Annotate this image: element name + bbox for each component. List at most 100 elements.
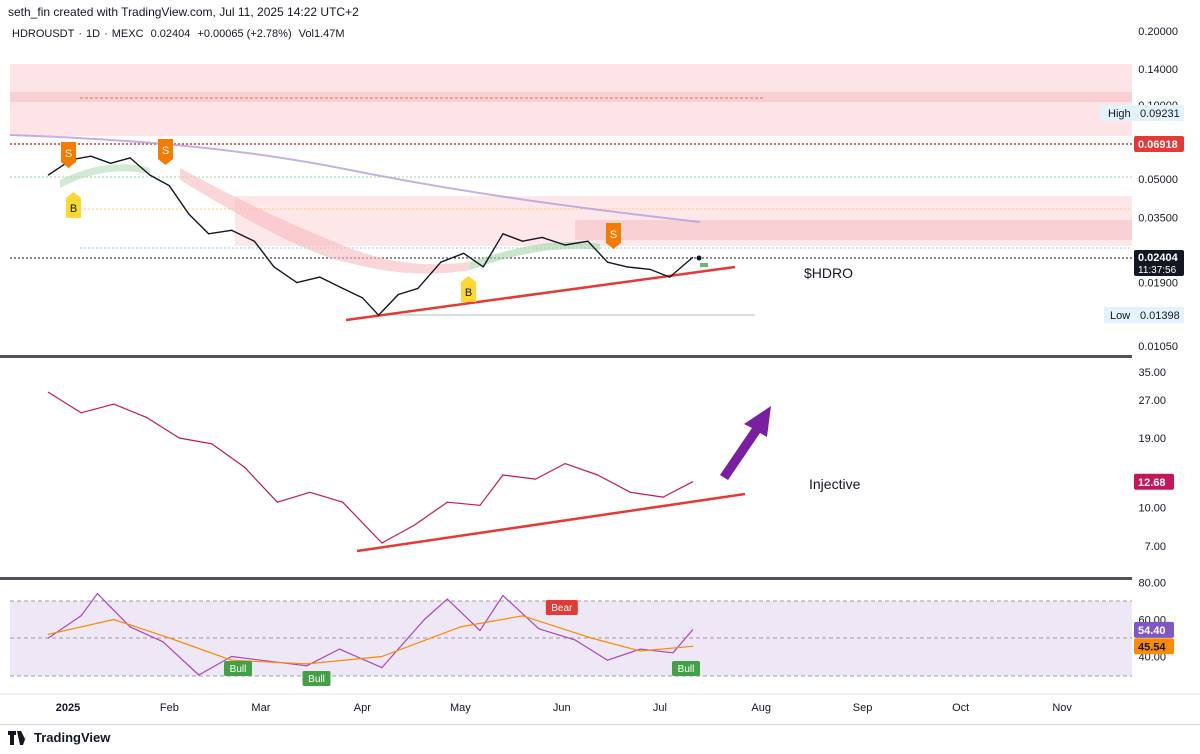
injective-point-19 — [662, 496, 664, 498]
rsi-signal-label-0: Bull — [230, 664, 247, 675]
injective-last-tag-box — [1134, 473, 1174, 490]
rsi-point-2 — [96, 593, 98, 595]
price-point-13 — [319, 276, 321, 278]
rsi-signal-label-1: Bull — [308, 674, 325, 685]
rsi-signal-bear-2: Bear — [545, 600, 578, 615]
injective-series — [47, 391, 694, 544]
rsi-point-10 — [381, 667, 383, 669]
price-point-29 — [649, 268, 651, 270]
rsi-signal-label-2: Bear — [551, 603, 573, 614]
tradingview-logo[interactable]: TradingView — [8, 725, 110, 751]
x-tick-4: May — [450, 702, 471, 714]
rsi-last-tag-box — [1134, 621, 1174, 638]
rsi-point-19 — [672, 652, 674, 654]
rsi-point-20 — [692, 629, 694, 631]
rsi-signal-bull-3: Bull — [672, 661, 700, 676]
rsi-signal-bull-1: Bull — [302, 671, 331, 686]
symbol-name[interactable]: HDROUSDT — [12, 28, 75, 40]
low-label-name: Low — [1110, 310, 1130, 322]
sma-line — [9, 134, 701, 223]
x-axis[interactable]: 2025 Feb Mar Apr May Jun Jul Aug Sep Oct Nov — [0, 693, 1200, 714]
rsi-signals: Bull Bull Bear Bull — [224, 600, 700, 686]
sell-signal-1-text: S — [65, 148, 72, 160]
rsi-signal-box-3 — [672, 661, 700, 676]
support-trendline-injective — [356, 492, 746, 553]
y-axis[interactable]: 0.200000.140000.100000.050000.035000.019… — [1100, 24, 1200, 718]
rsi-ma-point-6 — [459, 626, 461, 628]
price-point-4 — [129, 157, 131, 159]
rsi-point-4 — [162, 641, 164, 643]
interval[interactable]: 1D — [86, 28, 101, 40]
rsi-point-0 — [47, 637, 50, 639]
rsi-point-11 — [423, 618, 425, 621]
injective-line — [48, 391, 693, 544]
price-point-31 — [692, 256, 694, 259]
rsi-ma-point-8 — [590, 637, 592, 639]
level-tag-06918: 0.06918 — [1134, 136, 1184, 152]
price-point-25 — [564, 244, 566, 246]
rsi-point-15 — [538, 628, 540, 630]
rsi-signal-box-1 — [302, 671, 331, 686]
price-point-5 — [149, 174, 151, 176]
last-price-dot — [696, 255, 702, 261]
price-point-22 — [502, 233, 504, 235]
buy-signal-2-text: B — [465, 287, 472, 299]
sell-signal-3: S — [606, 223, 621, 249]
y-tick-inj-4: 7.00 — [1145, 541, 1166, 553]
x-tick-5: Jun — [553, 702, 571, 714]
injective-point-20 — [692, 481, 694, 483]
price-point-0 — [47, 174, 50, 176]
ema-cloud-bear — [180, 168, 470, 274]
rsi-point-1 — [80, 615, 82, 617]
sell-signal-2: S — [158, 139, 173, 165]
x-tick-0: 2025 — [56, 702, 80, 714]
injective-point-18 — [629, 491, 632, 493]
rsi-signal-box-2 — [545, 600, 578, 615]
separator-2: · — [104, 28, 108, 40]
injective-point-0 — [47, 391, 50, 393]
ema-cloud-bull-early — [60, 164, 150, 188]
injective-label: Injective — [809, 476, 861, 492]
rsi-point-3 — [129, 626, 131, 628]
pane-divider-2 — [0, 577, 1132, 580]
y-tick-main-0: 0.20000 — [1138, 26, 1178, 38]
rsi-point-16 — [574, 639, 576, 641]
rsi-ma-point-4 — [306, 663, 308, 665]
injective-last-tag: 12.68 — [1134, 473, 1174, 490]
injective-point-17 — [597, 474, 599, 476]
injective-point-11 — [414, 524, 416, 526]
footer-bar: TradingView — [0, 724, 1200, 751]
price-point-27 — [606, 261, 609, 263]
last-price-value: 0.02404 — [1138, 252, 1179, 264]
high-label-group: High 0.09231 — [1100, 105, 1184, 121]
y-tick-inj-2: 19.00 — [1138, 433, 1166, 445]
volume: Vol1.47M — [298, 28, 345, 40]
rsi-point-5 — [198, 674, 200, 676]
green-marker — [700, 263, 708, 267]
injective-point-1 — [80, 412, 82, 414]
x-tick-6: Jul — [653, 702, 667, 714]
x-tick-2: Mar — [251, 702, 270, 714]
rsi-point-7 — [260, 659, 262, 661]
price-point-16 — [378, 314, 380, 316]
level-tag-06918-box — [1134, 136, 1184, 152]
rsi-ma-last-tag-box — [1134, 638, 1174, 655]
price-point-7 — [188, 213, 190, 215]
publisher-credit: seth_fin created with TradingView.com, J… — [0, 0, 1200, 24]
symbol-info: HDROUSDT · 1D · MEXC 0.02404 +0.00065 (+2.78… — [12, 28, 349, 40]
ema-cloud-bull — [470, 241, 600, 270]
y-tick-main-4: 0.03500 — [1138, 212, 1178, 224]
price-point-14 — [342, 287, 344, 289]
rsi-series — [47, 593, 694, 676]
price-point-11 — [273, 266, 275, 268]
x-tick-10: Nov — [1052, 702, 1072, 714]
rsi-point-12 — [446, 598, 448, 600]
rsi-ma-point-5 — [381, 655, 383, 658]
rsi-point-8 — [306, 665, 308, 667]
rsi-ma-point-10 — [692, 645, 694, 647]
x-tick-9: Oct — [952, 702, 969, 714]
rsi-signal-box-0 — [224, 661, 252, 676]
level-tag-06918-text: 0.06918 — [1138, 139, 1178, 151]
injective-point-6 — [244, 466, 246, 468]
